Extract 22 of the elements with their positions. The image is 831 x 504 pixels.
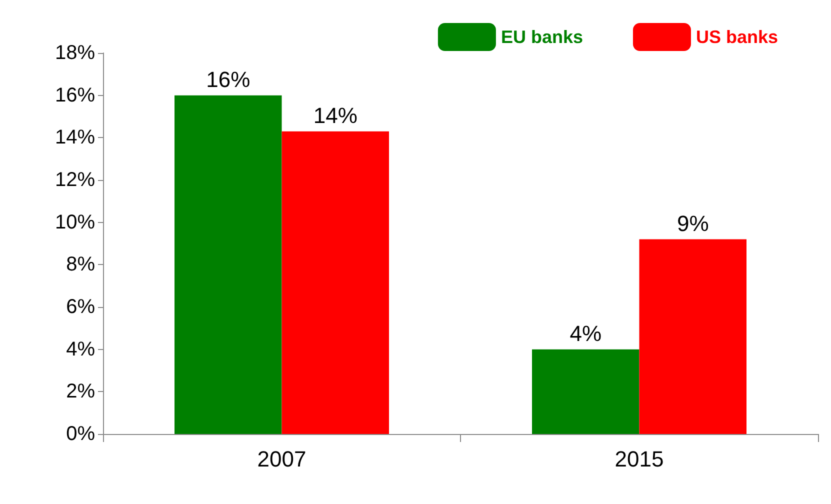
data-label: 14% bbox=[313, 102, 358, 128]
bar bbox=[639, 239, 746, 434]
legend-label: EU banks bbox=[500, 27, 583, 47]
bar bbox=[532, 349, 640, 434]
x-tick-label: 2007 bbox=[257, 446, 306, 472]
y-tick-label: 10% bbox=[54, 211, 96, 234]
y-tick-label: 6% bbox=[66, 296, 96, 318]
data-label: 4% bbox=[570, 320, 602, 346]
y-tick-label: 8% bbox=[66, 254, 96, 276]
y-tick-label: 18% bbox=[54, 42, 96, 64]
y-tick-label: 2% bbox=[66, 380, 96, 403]
data-label: 9% bbox=[676, 210, 709, 236]
y-tick-label: 0% bbox=[66, 423, 96, 445]
y-tick-label: 14% bbox=[54, 126, 96, 149]
legend-label: US banks bbox=[696, 27, 778, 47]
bar bbox=[282, 131, 389, 434]
y-tick-label: 16% bbox=[54, 84, 96, 106]
data-label: 16% bbox=[206, 66, 250, 92]
bar bbox=[174, 95, 282, 434]
y-tick-label: 4% bbox=[66, 338, 96, 360]
y-tick-label: 12% bbox=[54, 169, 96, 191]
x-tick-label: 2015 bbox=[614, 446, 664, 472]
